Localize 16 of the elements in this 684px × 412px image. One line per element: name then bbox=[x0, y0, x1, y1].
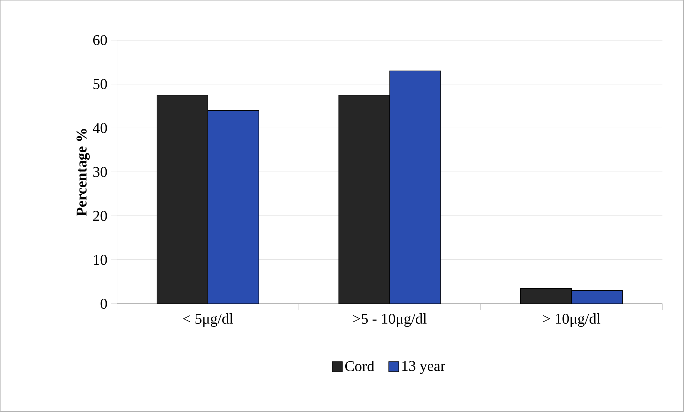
y-tick-label: 40 bbox=[93, 123, 108, 134]
bar bbox=[208, 110, 260, 304]
y-tick-label: 50 bbox=[94, 79, 108, 90]
y-tick-label: 0 bbox=[100, 298, 108, 309]
y-axis-title: Percentage % bbox=[76, 129, 90, 216]
bar bbox=[571, 290, 623, 304]
y-tick-label: 10 bbox=[94, 254, 108, 265]
bar bbox=[390, 70, 442, 304]
legend-label: Cord bbox=[345, 360, 375, 372]
x-tick-label: > 10μg/dl bbox=[543, 313, 601, 327]
x-tick-label: < 5μg/dl bbox=[183, 313, 234, 327]
legend-label: 13 year bbox=[402, 361, 446, 374]
y-tick-label: 20 bbox=[93, 210, 108, 222]
y-tick-label: 30 bbox=[94, 167, 108, 178]
y-tick-label: 60 bbox=[93, 35, 108, 46]
x-tick-label: >5 - 10μg/dl bbox=[353, 313, 427, 327]
